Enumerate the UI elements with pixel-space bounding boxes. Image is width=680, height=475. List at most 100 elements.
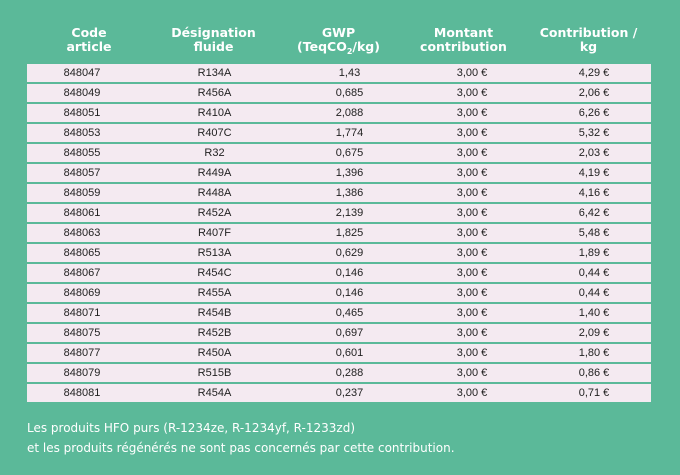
- table-row: 848077 R450A 0,601 3,00 € 1,80 €: [27, 344, 651, 362]
- cell-contribution: 1,40 €: [578, 307, 610, 319]
- cell-fluid: R452B: [197, 327, 232, 339]
- cell-fluid: R454B: [197, 307, 232, 319]
- cell-gwp: 1,43: [338, 67, 361, 79]
- cell-gwp: 1,774: [335, 127, 364, 139]
- cell-montant: 3,00 €: [456, 367, 488, 379]
- cell-code: 848079: [63, 367, 101, 379]
- cell-fluid: R454C: [197, 267, 232, 279]
- cell-contribution: 4,16 €: [578, 187, 610, 199]
- cell-fluid: R515B: [197, 367, 232, 379]
- cell-contribution: 6,42 €: [578, 207, 610, 219]
- header-contribution-line2: kg: [579, 39, 598, 54]
- footer-line2: et les produits régénérés ne sont pas co…: [27, 441, 455, 455]
- cell-contribution: 1,89 €: [578, 247, 610, 259]
- header-code-line1: Code: [71, 25, 107, 40]
- cell-contribution: 2,06 €: [578, 87, 610, 99]
- cell-code: 848055: [63, 147, 101, 159]
- cell-gwp: 0,146: [335, 267, 364, 279]
- footer-note: Les produits HFO purs (R-1234ze, R-1234y…: [27, 418, 667, 458]
- cell-montant: 3,00 €: [456, 207, 488, 219]
- cell-fluid: R452A: [197, 207, 232, 219]
- cell-contribution: 6,26 €: [578, 107, 610, 119]
- header-montant: Montant contribution: [401, 26, 526, 64]
- table-row: 848067 R454C 0,146 3,00 € 0,44 €: [27, 264, 651, 282]
- cell-gwp: 0,629: [335, 247, 364, 259]
- cell-code: 848047: [63, 67, 101, 79]
- cell-gwp: 1,396: [335, 167, 364, 179]
- cell-montant: 3,00 €: [456, 267, 488, 279]
- cell-contribution: 2,09 €: [578, 327, 610, 339]
- table-row: 848075 R452B 0,697 3,00 € 2,09 €: [27, 324, 651, 342]
- header-montant-line2: contribution: [420, 39, 507, 54]
- header-code-line2: article: [66, 39, 112, 54]
- table-row: 848059 R448A 1,386 3,00 € 4,16 €: [27, 184, 651, 202]
- table-row: 848049 R456A 0,685 3,00 € 2,06 €: [27, 84, 651, 102]
- table-row: 848057 R449A 1,396 3,00 € 4,19 €: [27, 164, 651, 182]
- header-gwp-prefix: (TeqCO: [297, 39, 347, 54]
- cell-fluid: R134A: [197, 67, 232, 79]
- cell-montant: 3,00 €: [456, 127, 488, 139]
- cell-contribution: 0,71 €: [578, 387, 610, 399]
- cell-montant: 3,00 €: [456, 107, 488, 119]
- cell-code: 848057: [63, 167, 101, 179]
- cell-contribution: 1,80 €: [578, 347, 610, 359]
- cell-fluid: R32: [204, 147, 225, 159]
- cell-code: 848059: [63, 187, 101, 199]
- header-gwp-line2: (TeqCO2/kg): [297, 40, 380, 59]
- cell-code: 848067: [63, 267, 101, 279]
- cell-code: 848049: [63, 87, 101, 99]
- table-row: 848081 R454A 0,237 3,00 € 0,71 €: [27, 384, 651, 402]
- cell-code: 848077: [63, 347, 101, 359]
- cell-montant: 3,00 €: [456, 247, 488, 259]
- table-row: 848047 R134A 1,43 3,00 € 4,29 €: [27, 64, 651, 82]
- cell-fluid: R454A: [197, 387, 232, 399]
- cell-code: 848075: [63, 327, 101, 339]
- cell-fluid: R407F: [197, 227, 232, 239]
- table-body: 848047 R134A 1,43 3,00 € 4,29 € 848049 R456A 0,…: [27, 64, 651, 404]
- cell-fluid: R410A: [197, 107, 232, 119]
- cell-gwp: 2,088: [335, 107, 364, 119]
- header-code: Code article: [27, 26, 151, 64]
- table-row: 848055 R32 0,675 3,00 € 2,03 €: [27, 144, 651, 162]
- header-gwp-line1: GWP: [321, 25, 356, 40]
- cell-montant: 3,00 €: [456, 387, 488, 399]
- cell-montant: 3,00 €: [456, 187, 488, 199]
- cell-contribution: 5,48 €: [578, 227, 610, 239]
- cell-contribution: 0,86 €: [578, 367, 610, 379]
- cell-montant: 3,00 €: [456, 67, 488, 79]
- cell-gwp: 0,288: [335, 367, 364, 379]
- cell-fluid: R407C: [197, 127, 232, 139]
- cell-code: 848069: [63, 287, 101, 299]
- cell-contribution: 0,44 €: [578, 267, 610, 279]
- cell-fluid: R513A: [197, 247, 232, 259]
- cell-gwp: 0,685: [335, 87, 364, 99]
- cell-montant: 3,00 €: [456, 167, 488, 179]
- table-row: 848071 R454B 0,465 3,00 € 1,40 €: [27, 304, 651, 322]
- table-row: 848079 R515B 0,288 3,00 € 0,86 €: [27, 364, 651, 382]
- cell-code: 848065: [63, 247, 101, 259]
- cell-contribution: 4,19 €: [578, 167, 610, 179]
- cell-fluid: R455A: [197, 287, 232, 299]
- cell-gwp: 0,146: [335, 287, 364, 299]
- cell-montant: 3,00 €: [456, 287, 488, 299]
- cell-fluid: R456A: [197, 87, 232, 99]
- header-gwp: GWP (TeqCO2/kg): [276, 26, 401, 64]
- cell-gwp: 0,465: [335, 307, 364, 319]
- table-row: 848065 R513A 0,629 3,00 € 1,89 €: [27, 244, 651, 262]
- table-header: Code article Désignation fluide GWP (Teq…: [27, 26, 651, 64]
- cell-fluid: R449A: [197, 167, 232, 179]
- cell-code: 848053: [63, 127, 101, 139]
- cell-gwp: 0,697: [335, 327, 364, 339]
- cell-gwp: 1,386: [335, 187, 364, 199]
- cell-montant: 3,00 €: [456, 87, 488, 99]
- cell-code: 848081: [63, 387, 101, 399]
- cell-code: 848051: [63, 107, 101, 119]
- cell-code: 848061: [63, 207, 101, 219]
- header-contribution: Contribution / kg: [526, 26, 651, 64]
- header-montant-line1: Montant: [433, 25, 494, 40]
- header-gwp-suffix: /kg): [352, 39, 380, 54]
- table-row: 848063 R407F 1,825 3,00 € 5,48 €: [27, 224, 651, 242]
- header-gwp-sub: 2: [346, 47, 353, 56]
- header-contribution-line1: Contribution /: [539, 25, 638, 40]
- cell-montant: 3,00 €: [456, 327, 488, 339]
